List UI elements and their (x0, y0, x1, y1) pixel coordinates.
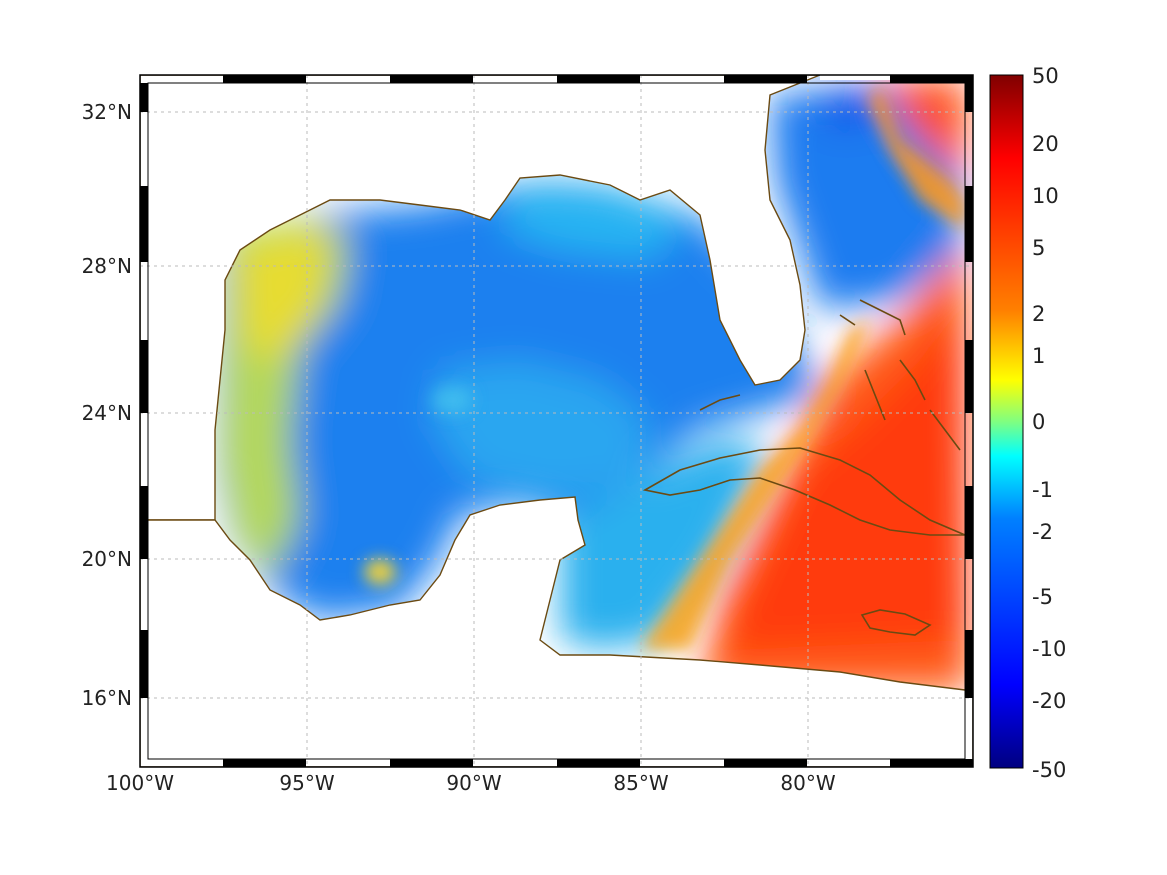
y-tick-label: 16°N (82, 686, 132, 710)
colorbar-gradient (989, 74, 1024, 769)
colorbar-tick-label: 1 (1032, 344, 1045, 368)
colorbar-tick-label: 50 (1032, 64, 1059, 88)
y-tick-label: 32°N (82, 100, 132, 124)
colorbar-tick-label: -50 (1032, 758, 1066, 782)
y-tick-label: 28°N (82, 254, 132, 278)
colorbar: 50 20 10 5 2 1 0 -1 -2 -5 -10 -20 -50 (989, 64, 1066, 782)
land-mask (140, 75, 973, 767)
grid-lines (140, 75, 973, 767)
colorbar-tick-label: 5 (1032, 236, 1045, 260)
x-tick-label: 95°W (279, 771, 334, 795)
x-tick-label: 100°W (106, 771, 174, 795)
colorbar-tick-label: -5 (1032, 585, 1053, 609)
colorbar-tick-label: 2 (1032, 302, 1045, 326)
colorbar-tick-label: 20 (1032, 132, 1059, 156)
cuba-island (642, 447, 966, 536)
sea-level-field (215, 80, 970, 690)
colorbar-tick-label: 0 (1032, 410, 1045, 434)
colorbar-tick-label: -2 (1032, 520, 1053, 544)
colorbar-tick-label: -20 (1032, 689, 1066, 713)
y-axis-labels: 32°N 28°N 24°N 20°N 16°N (82, 100, 132, 710)
x-tick-label: 80°W (780, 771, 835, 795)
bahamas-islands (839, 299, 961, 451)
colorbar-tick-label: -1 (1032, 478, 1053, 502)
jamaica-island (860, 609, 932, 636)
colorbar-tick-label: 10 (1032, 184, 1059, 208)
x-tick-label: 85°W (613, 771, 668, 795)
x-tick-label: 90°W (446, 771, 501, 795)
x-axis-labels: 100°W 95°W 90°W 85°W 80°W (106, 771, 836, 795)
map-frame (139, 74, 974, 768)
islands (642, 299, 966, 636)
y-tick-label: 20°N (82, 547, 132, 571)
colorbar-tick-label: -10 (1032, 637, 1066, 661)
y-tick-label: 24°N (82, 401, 132, 425)
